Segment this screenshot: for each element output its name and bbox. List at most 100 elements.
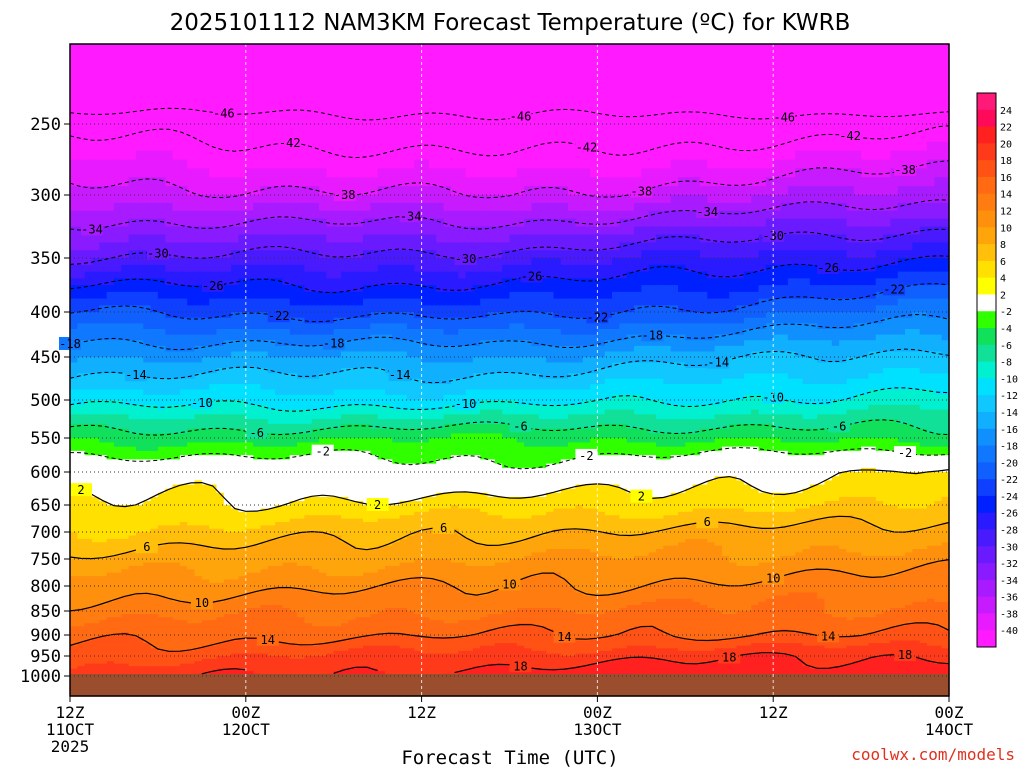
temperature-cell <box>428 298 437 306</box>
temperature-cell <box>590 278 598 286</box>
temperature-cell <box>560 285 569 293</box>
temperature-cell <box>172 94 181 105</box>
temperature-cell <box>524 258 533 266</box>
temperature-cell <box>443 264 452 273</box>
temperature-cell <box>868 258 877 266</box>
temperature-cell <box>934 104 943 115</box>
temperature-cell <box>765 258 774 266</box>
temperature-cell <box>641 195 650 204</box>
temperature-cell <box>275 271 284 279</box>
temperature-cell <box>802 168 811 178</box>
temperature-cell <box>729 54 738 65</box>
temperature-cell <box>201 177 210 187</box>
temperature-cell <box>377 312 386 319</box>
temperature-cell <box>436 150 445 161</box>
temperature-cell <box>817 150 826 161</box>
temperature-cell <box>817 242 826 251</box>
temperature-cell <box>883 114 891 125</box>
temperature-cell <box>157 334 166 341</box>
temperature-cell <box>582 44 591 55</box>
temperature-cell <box>780 271 789 279</box>
temperature-cell <box>670 317 679 324</box>
temperature-cell <box>443 186 452 196</box>
temperature-cell <box>194 234 203 243</box>
temperature-cell <box>494 242 503 251</box>
temperature-cell <box>143 351 152 358</box>
temperature-cell <box>531 150 540 161</box>
temperature-cell <box>319 298 327 306</box>
temperature-cell <box>363 177 371 187</box>
temperature-cell <box>897 329 906 336</box>
temperature-cell <box>839 226 848 236</box>
temperature-cell <box>348 271 357 279</box>
temperature-cell <box>868 250 877 259</box>
temperature-cell <box>377 64 386 75</box>
temperature-cell <box>663 132 672 143</box>
temperature-cell <box>670 298 679 306</box>
temperature-cell <box>135 226 144 236</box>
temperature-cell <box>480 258 489 266</box>
temperature-cell <box>509 362 518 369</box>
temperature-cell <box>883 242 891 251</box>
temperature-cell <box>494 226 503 236</box>
temperature-cell <box>575 334 584 341</box>
temperature-cell <box>502 264 511 273</box>
temperature-cell <box>765 94 774 105</box>
temperature-cell <box>905 84 913 95</box>
temperature-cell <box>743 250 752 259</box>
temperature-cell <box>282 150 291 161</box>
temperature-cell <box>516 168 525 178</box>
temperature-cell <box>304 84 313 95</box>
temperature-cell <box>736 44 745 55</box>
temperature-cell <box>465 202 474 212</box>
temperature-cell <box>934 298 943 306</box>
temperature-cell <box>839 357 848 364</box>
temperature-cell <box>187 74 196 85</box>
temperature-cell <box>809 329 818 336</box>
temperature-cell <box>77 305 86 313</box>
temperature-cell <box>253 250 262 259</box>
temperature-cell <box>597 141 606 152</box>
temperature-cell <box>113 291 122 300</box>
temperature-cell <box>743 234 752 243</box>
temperature-cell <box>341 168 349 178</box>
temperature-cell <box>494 54 503 65</box>
temperature-cell <box>751 323 760 330</box>
temperature-cell <box>546 250 555 259</box>
temperature-cell <box>231 250 240 259</box>
temperature-cell <box>384 202 393 212</box>
temperature-cell <box>458 351 467 358</box>
temperature-cell <box>912 357 921 364</box>
temperature-cell <box>304 258 313 266</box>
temperature-cell <box>780 285 789 293</box>
temperature-cell <box>787 64 796 75</box>
temperature-cell <box>597 54 606 65</box>
temperature-cell <box>494 44 503 55</box>
temperature-cell <box>546 94 555 105</box>
temperature-cell <box>927 234 935 243</box>
temperature-cell <box>480 202 489 212</box>
temperature-cell <box>465 317 474 324</box>
temperature-cell <box>604 334 613 341</box>
temperature-cell <box>663 298 672 306</box>
temperature-cell <box>238 114 247 125</box>
temperature-cell <box>656 186 664 196</box>
temperature-cell <box>143 312 152 319</box>
temperature-cell <box>905 258 913 266</box>
temperature-cell <box>912 323 921 330</box>
temperature-cell <box>77 285 86 293</box>
temperature-cell <box>370 84 379 95</box>
temperature-cell <box>414 334 423 341</box>
temperature-cell <box>128 278 137 286</box>
temperature-cell <box>384 317 393 324</box>
temperature-cell <box>714 54 723 65</box>
temperature-cell <box>626 168 635 178</box>
temperature-cell <box>99 357 108 364</box>
temperature-cell <box>831 94 840 105</box>
temperature-cell <box>472 226 481 236</box>
temperature-cell <box>99 340 108 347</box>
temperature-cell <box>275 362 284 369</box>
temperature-cell <box>355 104 364 115</box>
temperature-cell <box>399 271 408 279</box>
temperature-cell <box>795 132 804 143</box>
